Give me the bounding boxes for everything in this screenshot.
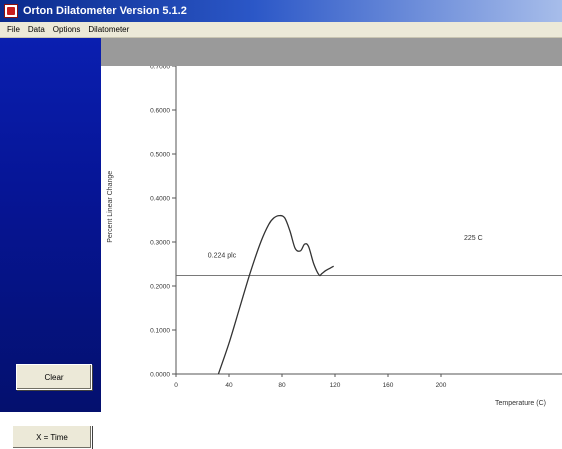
clear-button[interactable]: Clear xyxy=(16,364,92,390)
x-axis-label: Temperature (C) xyxy=(495,400,546,407)
x-tick-label: 80 xyxy=(278,382,286,389)
y-tick-label: 0.4000 xyxy=(150,196,170,203)
series-line xyxy=(217,214,334,375)
x-tick-label: 160 xyxy=(383,382,394,389)
menu-file[interactable]: File xyxy=(7,25,20,34)
temperature-annotation: 225 C xyxy=(464,235,483,242)
y-tick-label: 0.3000 xyxy=(150,240,170,247)
sidebar: Clear X = Time xyxy=(0,38,101,449)
reference-line-label: 0.224 plc xyxy=(208,252,237,259)
app-icon[interactable] xyxy=(4,4,18,18)
title-bar: Orton Dilatometer Version 5.1.2 xyxy=(0,0,562,22)
x-time-button[interactable]: X = Time xyxy=(12,425,92,449)
x-tick-label: 0 xyxy=(174,382,178,389)
x-tick-label: 200 xyxy=(436,382,447,389)
plot-area xyxy=(101,66,562,412)
menu-data[interactable]: Data xyxy=(27,25,45,34)
menu-bar: File Data Options Dilatometer xyxy=(0,22,562,38)
menu-dilatometer[interactable]: Dilatometer xyxy=(88,25,130,34)
y-tick-label: 0.7000 xyxy=(150,66,170,71)
menu-options[interactable]: Options xyxy=(52,25,81,34)
dilatometer-chart: Percent Linear Change Temperature (C) 0.… xyxy=(107,66,562,407)
y-tick-label: 0.6000 xyxy=(150,108,170,115)
x-tick-label: 40 xyxy=(225,382,233,389)
window-title: Orton Dilatometer Version 5.1.2 xyxy=(23,5,187,17)
plot-top-strip xyxy=(101,38,562,66)
y-tick-label: 0.1000 xyxy=(150,328,170,335)
y-tick-label: 0.0000 xyxy=(150,372,170,379)
y-tick-label: 0.5000 xyxy=(150,152,170,159)
y-axis-label: Percent Linear Change xyxy=(107,171,114,243)
y-tick-label: 0.2000 xyxy=(150,284,170,291)
x-tick-label: 120 xyxy=(330,382,341,389)
